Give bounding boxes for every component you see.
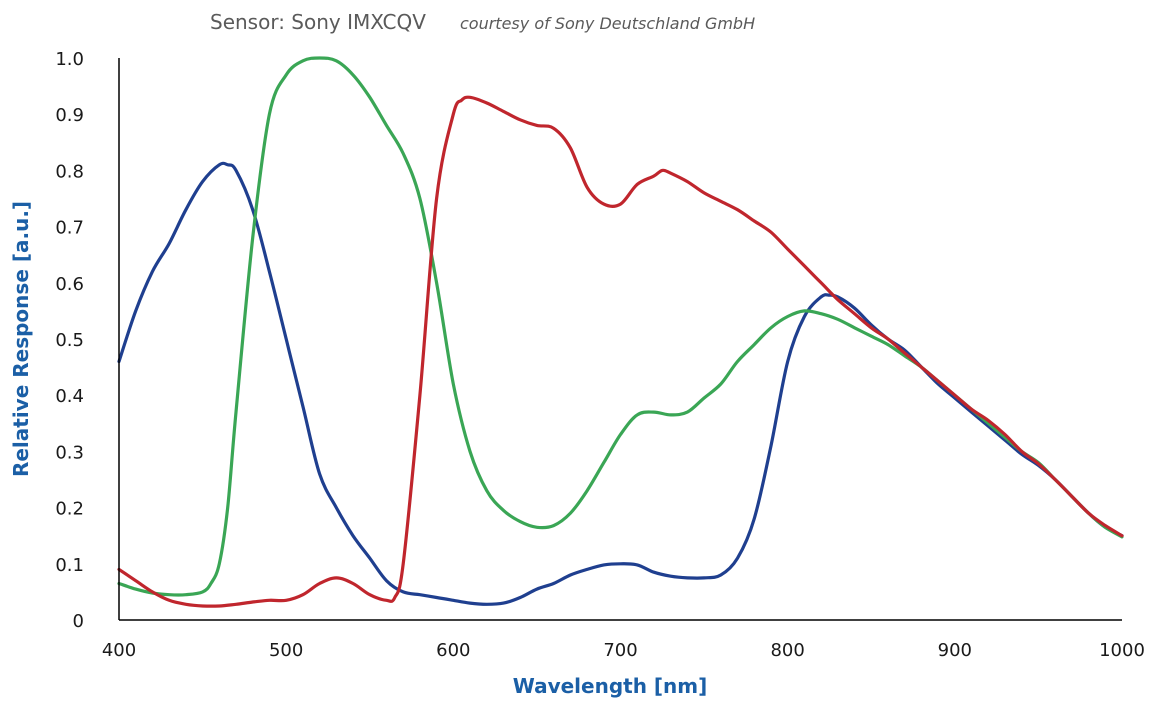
y-tick-label: 0.5 [55,330,84,351]
y-tick-labels: 0 0.1 0.2 0.3 0.4 0.5 0.6 0.7 0.8 0.9 1.0 [55,49,84,632]
y-tick-label: 0.9 [55,105,84,126]
y-tick-label: 0.7 [55,218,84,239]
y-tick-label: 0.1 [55,555,84,576]
x-tick-label: 900 [938,640,972,661]
series-line-1 [117,56,1124,597]
series-line-2 [117,95,1124,608]
x-tick-label: 800 [770,640,804,661]
x-tick-label: 700 [603,640,637,661]
x-tick-labels: 400 500 600 700 800 900 1000 [102,640,1145,661]
chart-title: Sensor: Sony IMXCQV [210,10,426,34]
x-tick-label: 400 [102,640,136,661]
y-tick-label: 0 [73,611,84,632]
y-axis-label: Relative Response [a.u.] [9,201,33,477]
series-layer [117,56,1124,608]
y-tick-label: 0.8 [55,161,84,182]
x-tick-label: 500 [269,640,303,661]
series-line-0 [117,161,1124,606]
y-tick-label: 1.0 [55,49,84,70]
x-tick-label: 600 [436,640,470,661]
x-axis-label: Wavelength [nm] [513,674,708,698]
y-tick-label: 0.3 [55,442,84,463]
y-tick-label: 0.2 [55,499,84,520]
x-tick-label: 1000 [1099,640,1145,661]
chart-subtitle: courtesy of Sony Deutschland GmbH [460,14,755,33]
y-tick-label: 0.4 [55,386,84,407]
y-tick-label: 0.6 [55,274,84,295]
